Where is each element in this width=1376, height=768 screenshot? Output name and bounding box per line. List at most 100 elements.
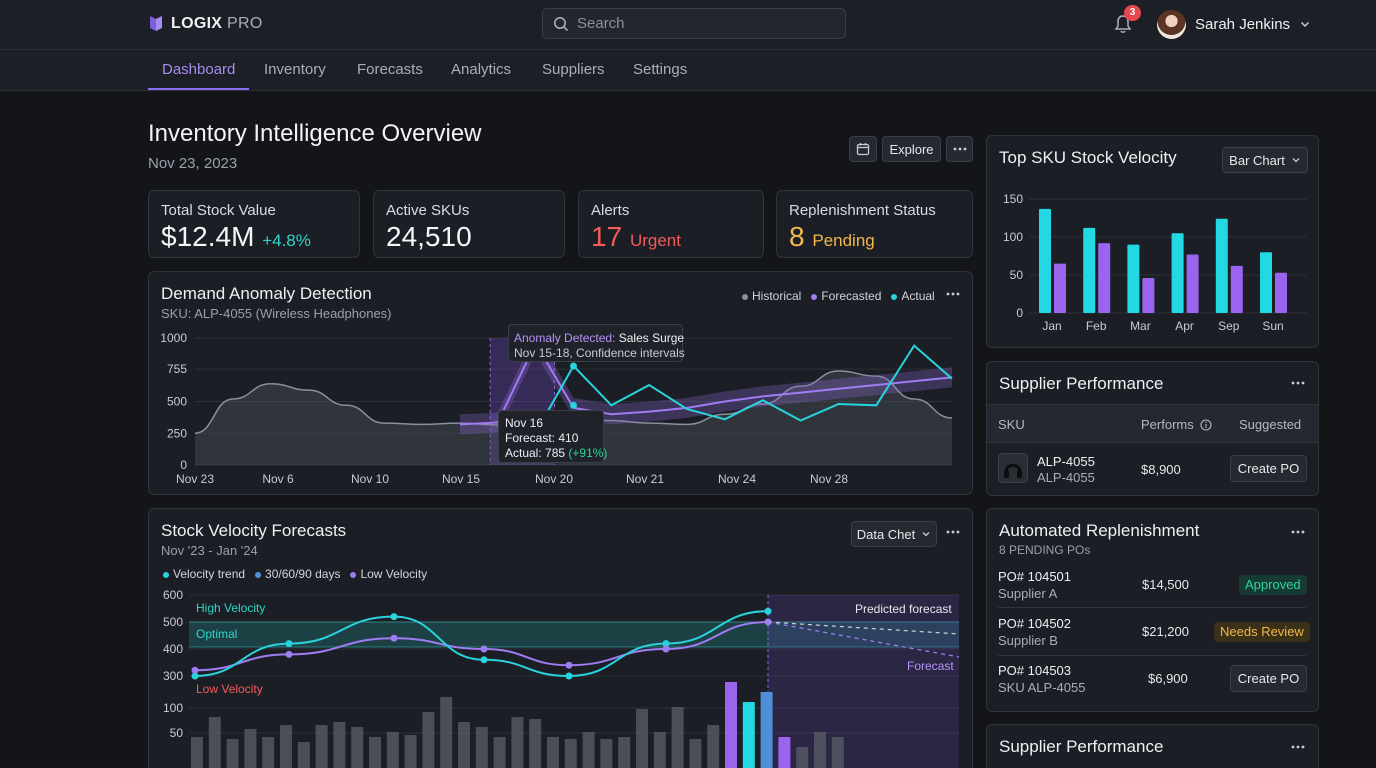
- column-header-suggested[interactable]: Suggested: [1239, 417, 1302, 432]
- card-subtitle: Nov '23 - Jan '24: [161, 543, 258, 558]
- kpi-label: Active SKUs: [386, 202, 470, 219]
- tab-forecasts[interactable]: Forecasts: [357, 61, 423, 78]
- more-icon[interactable]: [1290, 380, 1306, 386]
- bar: [1039, 208, 1051, 313]
- anomaly-card: Demand Anomaly Detection SKU: ALP-4055 (…: [148, 271, 973, 495]
- x-tick-label: Nov 15: [442, 472, 480, 486]
- bar: [1230, 265, 1243, 313]
- divider: [998, 607, 1306, 608]
- bar: [1260, 252, 1272, 313]
- forecast-label: Forecast: [907, 659, 954, 673]
- product-thumbnail: [998, 453, 1028, 483]
- po-supplier: SKU ALP-4055: [998, 680, 1086, 695]
- tab-dashboard[interactable]: Dashboard: [148, 50, 250, 90]
- search-input[interactable]: [577, 15, 817, 32]
- more-icon: [953, 147, 966, 151]
- avatar: [1157, 9, 1186, 39]
- y-tick-label: 400: [163, 642, 183, 656]
- user-menu[interactable]: Sarah Jenkins: [1157, 9, 1311, 39]
- explore-button[interactable]: Explore: [882, 136, 941, 162]
- volume-bar: [475, 727, 488, 768]
- volume-bar: [760, 692, 773, 768]
- kpi-alerts[interactable]: Alerts 17 Urgent: [578, 190, 764, 258]
- x-tick-label: Nov 10: [351, 472, 389, 486]
- kpi-total-stock[interactable]: Total Stock Value $12.4M +4.8%: [148, 190, 360, 258]
- data-point: [285, 650, 293, 658]
- data-point: [764, 607, 772, 615]
- predicted-forecast-label: Predicted forecast: [855, 602, 952, 616]
- y-tick-label: 0: [180, 458, 187, 472]
- status-badge: Needs Review: [1214, 622, 1310, 642]
- more-button[interactable]: [946, 136, 973, 162]
- band-label-optimal: Optimal: [196, 627, 238, 641]
- kpi-value: 8 Pending: [789, 221, 875, 252]
- volume-bar: [618, 737, 631, 768]
- kpi-label: Replenishment Status: [789, 202, 936, 219]
- tab-inventory[interactable]: Inventory: [264, 61, 326, 78]
- x-tick-label: Nov 23: [176, 472, 214, 486]
- po-number: PO# 104502: [998, 616, 1072, 631]
- kpi-active-skus[interactable]: Active SKUs 24,510: [373, 190, 565, 258]
- y-tick-label: 50: [1010, 268, 1024, 282]
- data-point: [565, 672, 573, 680]
- x-tick-label: Sun: [1262, 319, 1283, 333]
- tab-settings[interactable]: Settings: [633, 61, 688, 78]
- create-po-button[interactable]: Create PO: [1230, 665, 1307, 692]
- card-title: Automated Replenishment: [999, 521, 1200, 540]
- x-tick-label: Nov 21: [626, 472, 664, 486]
- more-icon[interactable]: [1290, 529, 1306, 535]
- legend-historical[interactable]: Historical: [742, 289, 801, 303]
- y-tick-label: 250: [167, 426, 187, 440]
- search-box[interactable]: [542, 8, 846, 39]
- kpi-replenishment[interactable]: Replenishment Status 8 Pending: [776, 190, 973, 258]
- chart-legend: Velocity trend 30/60/90 days Low Velocit…: [163, 567, 427, 581]
- po-supplier: Supplier B: [998, 633, 1058, 648]
- calendar-button[interactable]: [849, 136, 877, 162]
- y-tick-label: 100: [163, 701, 183, 715]
- legend-forecasted[interactable]: Forecasted: [811, 289, 881, 303]
- more-icon[interactable]: [1290, 744, 1306, 750]
- y-tick-label: 1000: [160, 331, 187, 345]
- main-nav: Dashboard Inventory Forecasts Analytics …: [0, 50, 1376, 91]
- volume-bar: [671, 707, 684, 768]
- create-po-button[interactable]: Create PO: [1230, 455, 1307, 482]
- legend-30-60-90[interactable]: 30/60/90 days: [255, 567, 340, 581]
- volume-bar: [280, 725, 292, 768]
- volume-bar: [725, 682, 737, 768]
- y-tick-label: 500: [167, 395, 187, 409]
- data-point: [191, 672, 199, 680]
- band-label-high: High Velocity: [196, 601, 266, 615]
- kpi-value: 24,510: [386, 221, 472, 252]
- column-header-sku[interactable]: SKU: [998, 417, 1025, 432]
- chart-type-dropdown[interactable]: Bar Chart: [1222, 147, 1308, 173]
- more-icon[interactable]: [945, 529, 961, 535]
- logo[interactable]: LOGIX PRO: [148, 13, 263, 35]
- sku-bar-chart: 0 50 100 150 Jan Feb Mar Apr Sep Sun: [1003, 192, 1307, 333]
- x-tick-label: Jan: [1042, 319, 1061, 333]
- volume-bar: [600, 739, 613, 768]
- status-badge: Approved: [1239, 575, 1307, 595]
- tab-suppliers[interactable]: Suppliers: [542, 61, 605, 78]
- legend-actual[interactable]: Actual: [891, 289, 935, 303]
- more-icon[interactable]: [945, 291, 961, 297]
- data-point: [662, 640, 670, 648]
- forecast-region: [768, 595, 959, 768]
- volume-bar: [297, 742, 310, 768]
- card-title: Supplier Performance: [999, 737, 1164, 756]
- page-title: Inventory Intelligence Overview: [148, 120, 482, 147]
- tab-analytics[interactable]: Analytics: [451, 61, 512, 78]
- chart-type-dropdown[interactable]: Data Chet: [851, 521, 937, 547]
- bar: [1171, 233, 1184, 313]
- x-tick-label: Nov 6: [262, 472, 294, 486]
- volume-bar: [244, 729, 257, 768]
- data-point: [480, 656, 488, 664]
- data-tooltip: Nov 16 Forecast: 410 Actual: 785 (+91%): [498, 410, 607, 463]
- user-name: Sarah Jenkins: [1195, 15, 1291, 33]
- column-header-performs[interactable]: Performs: [1141, 417, 1212, 432]
- bar: [1215, 218, 1228, 313]
- velocity-chart: 600 500 400 300 100 50: [163, 588, 960, 768]
- legend-velocity-trend[interactable]: Velocity trend: [163, 567, 245, 581]
- legend-low-velocity[interactable]: Low Velocity: [350, 567, 427, 581]
- volume-bar: [547, 737, 559, 768]
- logo-text: LOGIX PRO: [171, 15, 263, 32]
